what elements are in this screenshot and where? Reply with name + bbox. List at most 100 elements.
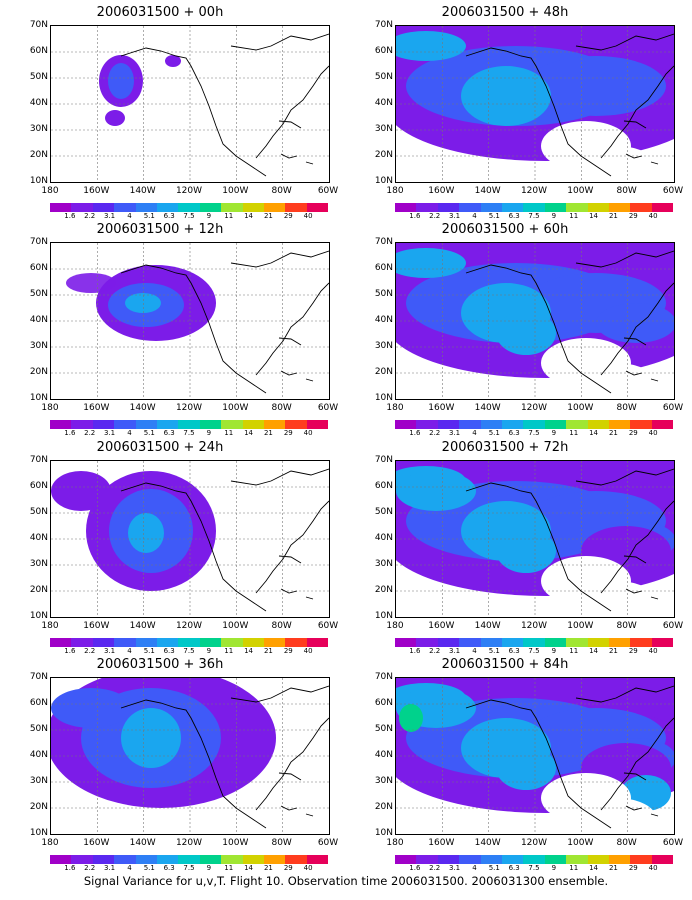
colorbar-swatch [263,638,286,647]
longitude-tick-label: 180 [386,403,404,413]
colorbar-label: 14 [244,429,254,437]
colorbar-label: 2.2 [84,647,96,655]
latitude-tick-label: 50N [29,72,48,82]
variance-map [50,460,330,618]
colorbar-label: 7.5 [183,864,195,872]
colorbar-swatch [263,203,286,212]
colorbar-label: 5.1 [488,429,500,437]
colorbar-label: 1.6 [409,429,421,437]
latitude-tick-label: 30N [29,559,48,569]
colorbar-label: 6.3 [508,212,520,220]
variance-contour-fill [165,55,181,67]
colorbar-label: 14 [244,864,254,872]
latitude-tick-label: 10N [374,176,393,186]
colorbar-label: 2.2 [84,864,96,872]
colorbar-swatch [544,420,567,429]
colorbar-swatch [50,420,72,429]
colorbar-swatch [263,855,286,864]
colorbar-label: 3.1 [448,864,461,872]
colorbar-label: 1.6 [64,212,76,220]
colorbar-label: 40 [648,212,658,220]
longitude-tick-label: 80W [616,838,637,848]
panel-title: 2006031500 + 60h [441,222,569,237]
colorbar-label: 14 [589,647,599,655]
colorbar-label: 6.3 [163,429,175,437]
variance-map [50,25,330,183]
colorbar-label: 7.5 [183,647,195,655]
longitude-tick-label: 140W [129,621,156,631]
colorbar-label: 21 [608,864,618,872]
coastline [120,468,329,612]
colorbar-label: 11 [569,429,579,437]
latitude-tick-label: 20N [29,367,48,377]
colorbar-label: 4 [127,429,132,437]
colorbar-swatch [242,638,264,647]
forecast-panel: 2006031500 + 36h 70N 60N 50N 40N 30N 20N 10N 180… [10,657,338,872]
colorbar-swatch [523,638,545,647]
latitude-tick-label: 40N [29,98,48,108]
latitude-tick-label: 40N [29,750,48,760]
longitude-tick-label: 160W [428,186,455,196]
coastline [465,685,674,829]
longitude-tick-label: 80W [616,186,637,196]
colorbar-label: 6.3 [163,864,175,872]
latitude-tick-label: 50N [29,289,48,299]
colorbar-swatch [92,203,115,212]
longitude-tick-label: 120W [520,621,548,631]
colorbar [50,203,329,212]
colorbar-swatch [395,855,417,864]
panel-title: 2006031500 + 12h [96,222,224,237]
longitude-tick-label: 140W [474,838,501,848]
colorbar-label: 40 [303,647,313,655]
colorbar-swatch [630,420,652,429]
colorbar-label: 3.1 [103,212,116,220]
latitude-tick-label: 30N [29,124,48,134]
colorbar-label: 29 [628,864,638,872]
colorbar-swatch [306,420,329,429]
colorbar-label: 1.6 [409,212,421,220]
latitude-tick-label: 10N [29,828,48,838]
colorbar-label: 29 [283,212,293,220]
latitude-tick-label: 30N [29,776,48,786]
latitude-tick-label: 60N [374,263,393,273]
colorbar-label: 21 [608,429,618,437]
colorbar-label: 7.5 [528,429,540,437]
colorbar-label: 1.6 [64,864,76,872]
longitude-tick-label: 100W [567,838,594,848]
forecast-panel: 2006031500 + 72h 70N 60N 50N 40N 30N 20N 10N 180… [355,440,683,655]
colorbar-label: 9 [551,647,557,655]
latitude-tick-label: 50N [374,72,393,82]
longitude-tick-label: 60W [662,186,684,196]
colorbar-swatch [71,420,93,429]
colorbar-label: 21 [263,429,273,437]
colorbar-label: 14 [589,864,599,872]
variance-contour-fill [596,303,674,343]
latitude-tick-label: 10N [374,828,393,838]
panel-title: 2006031500 + 00h [96,5,224,20]
colorbar-label: 4 [127,647,132,655]
longitude-tick-label: 100W [222,621,249,631]
colorbar-label: 40 [303,212,313,220]
colorbar-swatch [608,638,631,647]
colorbar-swatch [156,855,179,864]
colorbar-swatch [501,420,524,429]
longitude-tick-label: 180 [41,621,59,631]
latitude-tick-label: 20N [29,802,48,812]
colorbar-swatch [178,638,200,647]
colorbar-label: 9 [551,212,557,220]
colorbar-swatch [199,855,222,864]
colorbar-swatch [608,420,631,429]
longitude-tick-label: 180 [41,186,59,196]
colorbar-swatch [306,203,329,212]
colorbar-swatch [437,855,460,864]
colorbar-swatch [395,420,417,429]
colorbar-swatch [566,638,588,647]
latitude-tick-label: 20N [374,150,393,160]
colorbar-label: 5.1 [488,864,500,872]
colorbar-swatch [587,203,609,212]
colorbar-label: 11 [569,647,579,655]
colorbar-swatch [566,203,588,212]
colorbar-swatch [459,420,481,429]
variance-map [395,677,675,835]
colorbar-label: 40 [648,864,658,872]
